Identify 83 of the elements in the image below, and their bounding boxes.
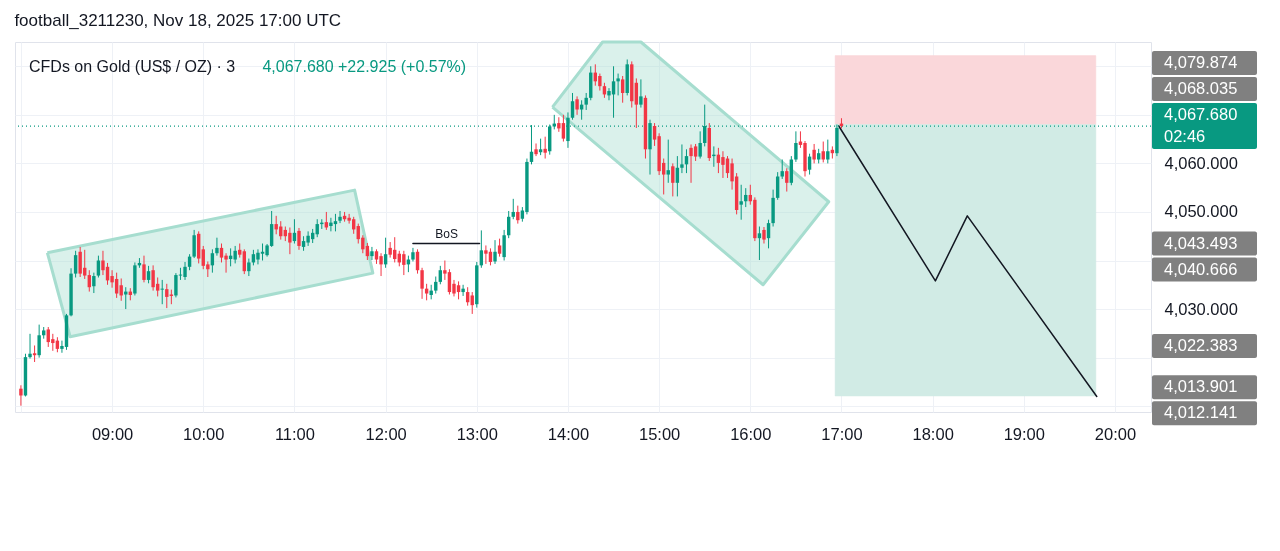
annotation: 4,067.680 +22.925 (+0.57%)	[262, 58, 467, 75]
candlestick	[114, 272, 119, 299]
candlestick	[73, 250, 78, 278]
candlestick	[689, 143, 693, 184]
x-tick-label: 13:00	[456, 424, 498, 443]
text: 4,013.901	[1164, 377, 1238, 396]
text: 4,043.493	[1164, 233, 1238, 252]
candlestick	[575, 95, 579, 116]
candlestick	[666, 139, 670, 184]
y-tick-label: 4,060.000	[1164, 153, 1238, 172]
candlestick	[502, 229, 506, 261]
candlestick	[785, 167, 789, 193]
candlestick	[438, 265, 443, 285]
candlestick	[812, 143, 816, 164]
x-tick-label: 17:00	[821, 424, 863, 443]
candlestick	[370, 246, 374, 261]
candlestick	[821, 141, 825, 163]
candlestick	[698, 130, 702, 160]
candlestick	[165, 283, 169, 309]
text: 4,040.666	[1164, 259, 1238, 278]
candlestick	[219, 243, 224, 263]
candlestick	[28, 333, 32, 360]
text: 4,068.035	[1164, 79, 1238, 98]
candlestick	[19, 384, 23, 407]
candlestick	[288, 226, 292, 255]
ref-line-label: 4,067.680 02:46	[1164, 105, 1238, 146]
text: CFDs on Gold (US$ / OZ) · 3	[29, 58, 236, 75]
candlestick	[420, 267, 424, 300]
candlestick	[534, 142, 538, 157]
candlestick	[215, 237, 219, 257]
candlestick	[794, 130, 798, 163]
candlestick	[639, 78, 643, 109]
x-tick-label: 18:00	[912, 424, 954, 443]
candlestick	[306, 230, 310, 247]
candlestick	[274, 215, 278, 235]
candlestick	[297, 227, 301, 251]
annotation: BoS	[435, 226, 459, 241]
text: 4,079.874	[1164, 53, 1238, 72]
candlestick	[174, 272, 178, 298]
x-tick-label: 20:00	[1094, 424, 1137, 443]
candlestick	[78, 246, 82, 278]
candlestick	[92, 272, 96, 294]
candlestick	[347, 213, 351, 225]
candlestick	[379, 252, 383, 277]
candlestick	[101, 250, 105, 276]
candlestick	[461, 284, 465, 297]
text: 4,022.383	[1164, 336, 1238, 355]
candlestick	[543, 136, 547, 160]
chart-title: football_3211230, Nov 18, 2025 17:00 UTC	[14, 10, 342, 30]
candlestick	[256, 248, 260, 265]
candlestick	[570, 92, 575, 121]
candlestick	[37, 324, 41, 359]
text: 4,012.141	[1164, 403, 1238, 422]
candlestick	[224, 252, 228, 274]
y-tick-label: 4,030.000	[1164, 299, 1238, 318]
x-tick-label: 16:00	[730, 424, 772, 443]
candlestick	[484, 244, 488, 265]
x-tick-label: 12:00	[365, 424, 407, 443]
candlestick	[151, 264, 155, 292]
candlestick	[329, 217, 333, 232]
candlestick	[620, 75, 625, 104]
candlestick	[402, 250, 406, 276]
x-tick-label: 19:00	[1003, 424, 1045, 443]
candlestick	[142, 255, 146, 283]
candlestick	[493, 239, 497, 265]
candlestick	[338, 210, 342, 224]
candlestick	[561, 114, 566, 143]
candlestick	[680, 143, 684, 174]
candlestick	[739, 184, 743, 221]
candlestick	[780, 159, 784, 180]
candlestick	[192, 229, 196, 259]
candlestick	[671, 162, 675, 197]
x-tick-label: 10:00	[183, 424, 225, 443]
x-tick-label: 11:00	[274, 424, 315, 443]
candlestick	[470, 291, 474, 315]
x-tick-label: 15:00	[638, 424, 681, 443]
y-tick-label: 4,050.000	[1164, 202, 1238, 221]
candlestick	[826, 139, 830, 164]
x-tick-label: 14:00	[547, 424, 590, 443]
candlestick	[160, 279, 164, 305]
x-tick-label: 09:00	[91, 424, 134, 443]
candlestick	[616, 73, 620, 96]
candlestick	[721, 150, 725, 179]
